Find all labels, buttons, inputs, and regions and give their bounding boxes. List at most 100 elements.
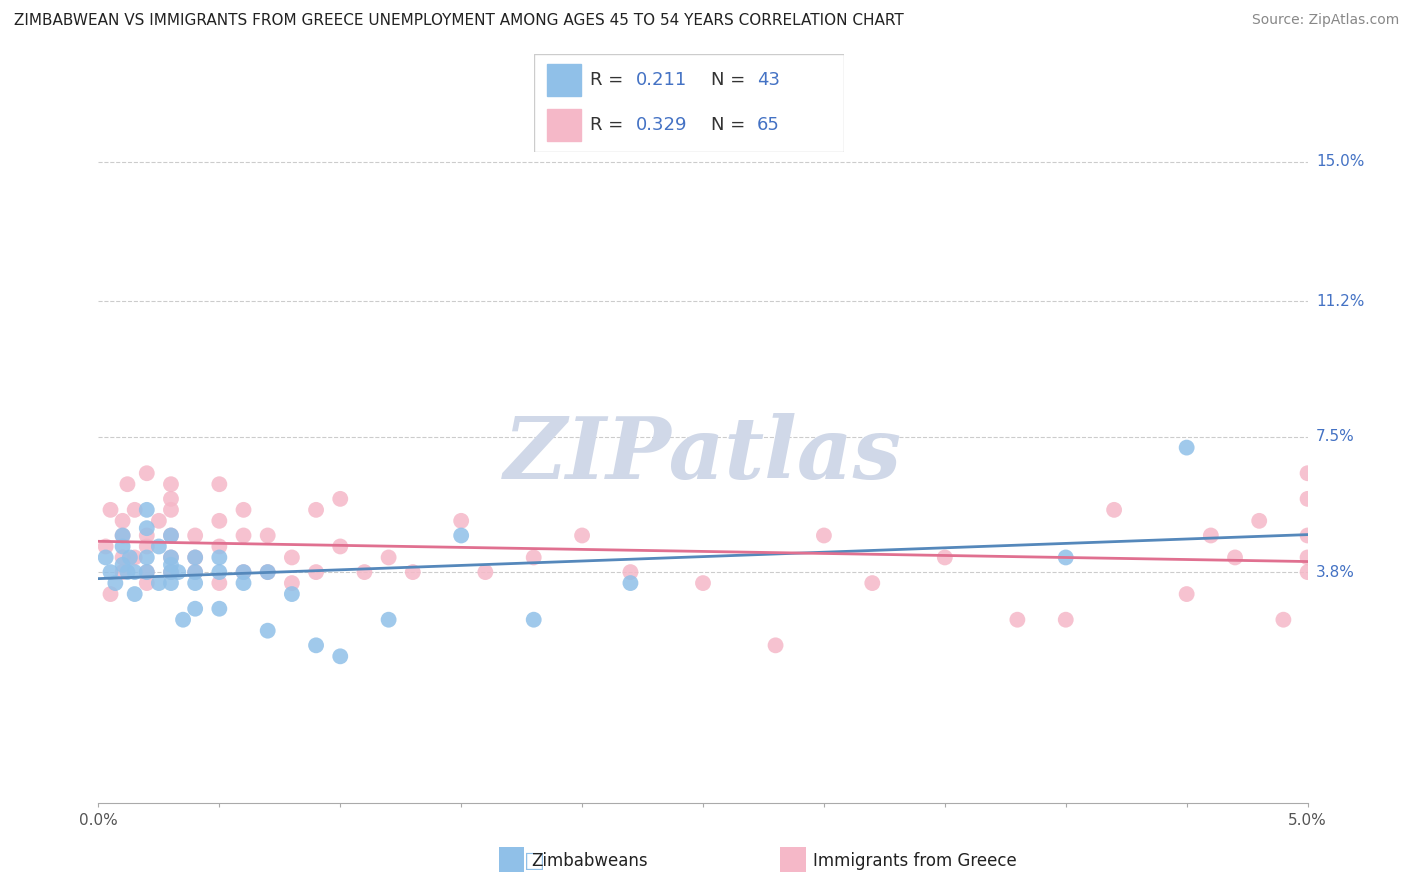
Text: 0.329: 0.329	[637, 116, 688, 134]
Point	[111, 528, 134, 542]
Bar	[547, 64, 581, 95]
Point	[377, 613, 399, 627]
Point	[1054, 550, 1077, 565]
Point	[305, 638, 328, 652]
Point	[208, 514, 231, 528]
Point	[135, 503, 157, 517]
Point	[1007, 613, 1029, 627]
Point	[1223, 550, 1246, 565]
Text: 7.5%: 7.5%	[1316, 429, 1354, 444]
Point	[124, 565, 146, 579]
Text: Immigrants from Greece: Immigrants from Greece	[813, 852, 1017, 870]
Point	[135, 576, 157, 591]
Point	[160, 528, 183, 542]
Bar	[547, 110, 581, 141]
Point	[1296, 550, 1319, 565]
Point	[94, 540, 117, 554]
Point	[111, 528, 134, 542]
Point	[402, 565, 425, 579]
Text: □: □	[524, 851, 544, 871]
Point	[329, 540, 352, 554]
Point	[329, 491, 352, 506]
Text: ZIPatlas: ZIPatlas	[503, 413, 903, 497]
Point	[1175, 587, 1198, 601]
Point	[184, 565, 207, 579]
Point	[124, 587, 146, 601]
Point	[160, 503, 183, 517]
FancyBboxPatch shape	[534, 54, 844, 152]
Point	[353, 565, 375, 579]
Text: 3.8%: 3.8%	[1316, 565, 1355, 580]
Point	[184, 601, 207, 615]
Point	[450, 528, 472, 542]
Point	[450, 514, 472, 528]
Point	[160, 576, 183, 591]
Point	[148, 540, 170, 554]
Point	[1102, 503, 1125, 517]
Point	[208, 565, 231, 579]
Point	[281, 587, 304, 601]
Text: 43: 43	[756, 71, 780, 89]
Text: Zimbabweans: Zimbabweans	[531, 852, 648, 870]
Text: ZIMBABWEAN VS IMMIGRANTS FROM GREECE UNEMPLOYMENT AMONG AGES 45 TO 54 YEARS CORR: ZIMBABWEAN VS IMMIGRANTS FROM GREECE UNE…	[14, 13, 904, 29]
Point	[100, 503, 122, 517]
Point	[111, 540, 134, 554]
Text: 11.2%: 11.2%	[1316, 293, 1364, 309]
Point	[124, 550, 146, 565]
Point	[692, 576, 714, 591]
Point	[160, 565, 183, 579]
Point	[232, 503, 254, 517]
Point	[135, 521, 157, 535]
Point	[1272, 613, 1295, 627]
Point	[160, 550, 183, 565]
Point	[281, 550, 304, 565]
Point	[1296, 565, 1319, 579]
Point	[160, 565, 183, 579]
Point	[232, 576, 254, 591]
Point	[124, 503, 146, 517]
Point	[135, 565, 157, 579]
Point	[523, 613, 546, 627]
Point	[329, 649, 352, 664]
Point	[256, 624, 278, 638]
Point	[305, 503, 328, 517]
Point	[117, 477, 139, 491]
Text: R =: R =	[591, 71, 628, 89]
Point	[111, 550, 134, 565]
Point	[148, 576, 170, 591]
Point	[1296, 491, 1319, 506]
Point	[94, 550, 117, 565]
Point	[1296, 467, 1319, 481]
Point	[619, 576, 641, 591]
Point	[860, 576, 883, 591]
Point	[256, 565, 278, 579]
Point	[111, 565, 134, 579]
Point	[813, 528, 835, 542]
Text: N =: N =	[710, 116, 751, 134]
Point	[184, 576, 207, 591]
Point	[184, 565, 207, 579]
Text: Source: ZipAtlas.com: Source: ZipAtlas.com	[1251, 13, 1399, 28]
Point	[1199, 528, 1222, 542]
Point	[474, 565, 496, 579]
Point	[160, 558, 183, 572]
Point	[117, 565, 139, 579]
Point	[1054, 613, 1077, 627]
Point	[377, 550, 399, 565]
Text: 65: 65	[756, 116, 780, 134]
Point	[184, 550, 207, 565]
Point	[184, 528, 207, 542]
Point	[208, 540, 231, 554]
Point	[148, 514, 170, 528]
Point	[305, 565, 328, 579]
Point	[256, 528, 278, 542]
Point	[523, 550, 546, 565]
Text: 0.211: 0.211	[637, 71, 688, 89]
Text: 15.0%: 15.0%	[1316, 154, 1364, 169]
Point	[208, 550, 231, 565]
Point	[100, 587, 122, 601]
Point	[135, 528, 157, 542]
Point	[184, 550, 207, 565]
Point	[160, 477, 183, 491]
Text: N =: N =	[710, 71, 751, 89]
